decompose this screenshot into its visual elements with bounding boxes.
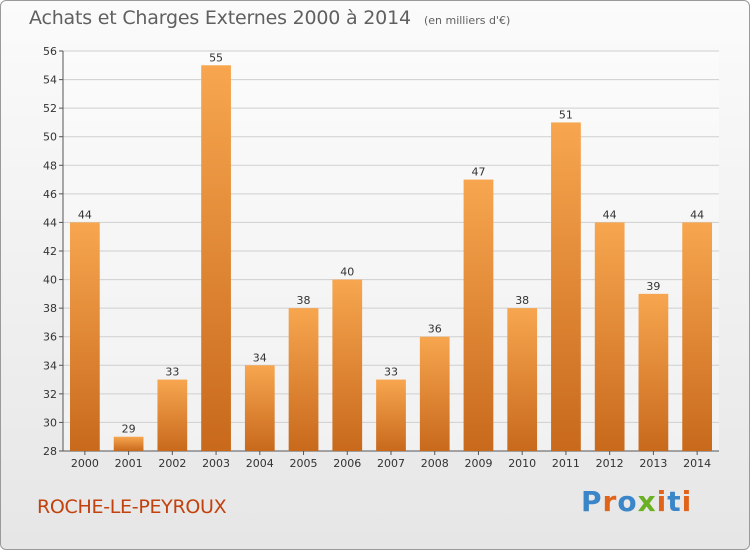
proxiti-logo: Proxiti bbox=[581, 485, 692, 518]
x-tick-label: 2008 bbox=[421, 457, 449, 470]
bar bbox=[551, 122, 581, 451]
x-tick-label: 2010 bbox=[508, 457, 536, 470]
y-tick-label: 46 bbox=[43, 188, 57, 201]
data-label: 36 bbox=[428, 323, 442, 336]
bar bbox=[288, 308, 319, 451]
y-tick-label: 56 bbox=[43, 45, 57, 58]
bar bbox=[332, 279, 363, 451]
y-tick-label: 42 bbox=[43, 245, 57, 258]
y-tick-label: 54 bbox=[43, 74, 57, 87]
x-tick-label: 2011 bbox=[552, 457, 580, 470]
chart-header: Achats et Charges Externes 2000 à 2014 (… bbox=[29, 7, 510, 29]
y-tick-label: 32 bbox=[43, 388, 57, 401]
brand-letter: t bbox=[667, 485, 682, 518]
data-label: 34 bbox=[253, 351, 267, 364]
bar bbox=[419, 336, 450, 451]
x-tick-label: 2000 bbox=[71, 457, 99, 470]
chart-unit: (en milliers d'€) bbox=[423, 14, 511, 27]
y-tick-label: 40 bbox=[43, 274, 57, 287]
y-tick-label: 48 bbox=[43, 159, 57, 172]
bar bbox=[507, 308, 538, 451]
chart-title: Achats et Charges Externes 2000 à 2014 bbox=[29, 7, 411, 29]
y-tick-label: 30 bbox=[43, 416, 57, 429]
bar bbox=[201, 65, 231, 452]
x-tick-label: 2012 bbox=[596, 457, 624, 470]
data-label: 33 bbox=[384, 366, 398, 379]
bar bbox=[463, 179, 494, 452]
x-tick-label: 2007 bbox=[377, 457, 405, 470]
brand-letter: i bbox=[656, 485, 668, 518]
x-tick-label: 2003 bbox=[202, 457, 230, 470]
x-tick-label: 2014 bbox=[683, 457, 711, 470]
bar bbox=[244, 365, 275, 451]
y-tick-label: 52 bbox=[43, 102, 57, 115]
bar bbox=[376, 379, 406, 451]
data-label: 33 bbox=[165, 366, 179, 379]
y-tick-label: 50 bbox=[43, 131, 57, 144]
bar bbox=[113, 436, 144, 451]
data-label: 55 bbox=[209, 51, 223, 64]
x-tick-label: 2013 bbox=[639, 457, 667, 470]
x-tick-label: 2002 bbox=[158, 457, 186, 470]
brand-letter: x bbox=[637, 485, 657, 518]
bar bbox=[594, 222, 625, 451]
y-tick-label: 38 bbox=[43, 302, 57, 315]
data-label: 47 bbox=[471, 166, 485, 179]
y-tick-label: 44 bbox=[43, 216, 57, 229]
bar bbox=[157, 379, 188, 451]
data-label: 44 bbox=[603, 208, 617, 221]
bar bbox=[638, 293, 669, 451]
x-tick-label: 2006 bbox=[333, 457, 361, 470]
bar bbox=[69, 222, 100, 451]
y-tick-label: 28 bbox=[43, 445, 57, 458]
x-tick-label: 2005 bbox=[290, 457, 318, 470]
x-tick-label: 2004 bbox=[246, 457, 274, 470]
data-label: 29 bbox=[122, 423, 136, 436]
bar bbox=[682, 222, 713, 451]
data-label: 51 bbox=[559, 108, 573, 121]
brand-letter: i bbox=[681, 485, 693, 518]
brand-letter: P bbox=[581, 485, 603, 518]
y-tick-label: 36 bbox=[43, 331, 57, 344]
data-label: 44 bbox=[78, 208, 92, 221]
brand-letter: r bbox=[602, 485, 618, 518]
data-label: 44 bbox=[690, 208, 704, 221]
data-label: 38 bbox=[515, 294, 529, 307]
data-label: 38 bbox=[297, 294, 311, 307]
y-tick-label: 34 bbox=[43, 359, 57, 372]
brand-letter: o bbox=[617, 485, 638, 518]
x-tick-label: 2009 bbox=[464, 457, 492, 470]
data-label: 40 bbox=[340, 266, 354, 279]
commune-name: ROCHE-LE-PEYROUX bbox=[37, 496, 227, 518]
data-label: 39 bbox=[646, 280, 660, 293]
x-tick-label: 2001 bbox=[115, 457, 143, 470]
